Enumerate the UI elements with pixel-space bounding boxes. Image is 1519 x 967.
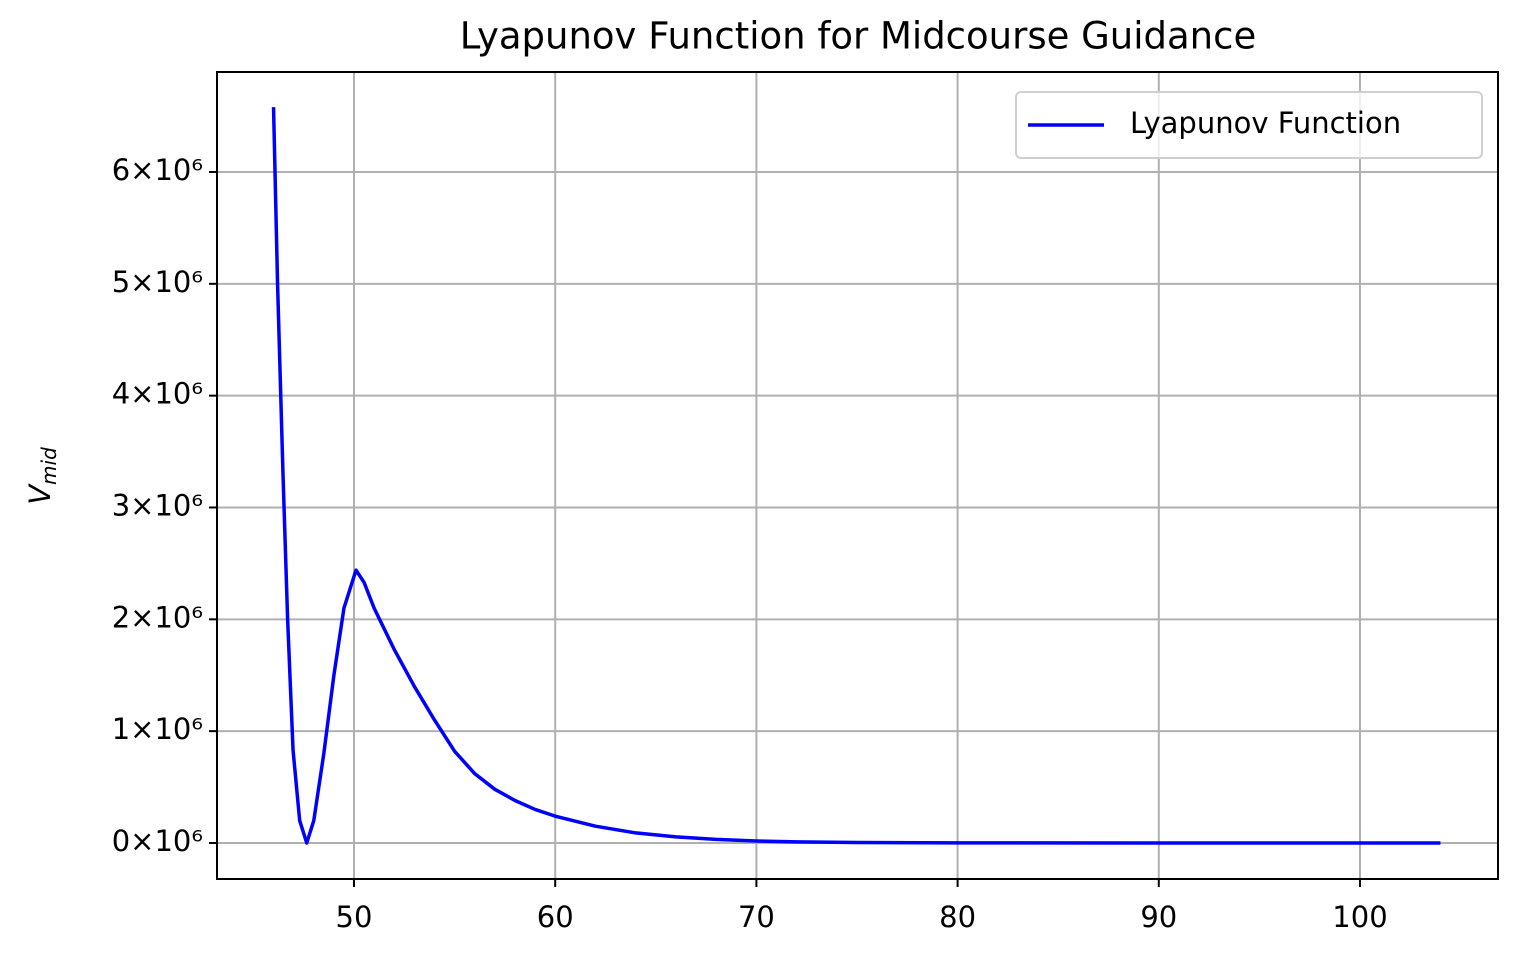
x-tick-label: 80 xyxy=(939,900,976,934)
y-tick-label: 4×10⁶ xyxy=(112,377,203,411)
x-tick-label: 90 xyxy=(1140,900,1177,934)
x-tick-label: 70 xyxy=(738,900,775,934)
legend-label: Lyapunov Function xyxy=(1130,106,1401,140)
plot-frame xyxy=(216,71,1499,880)
y-tick-label: 1×10⁶ xyxy=(112,712,203,746)
y-tick-label: 6×10⁶ xyxy=(112,153,203,187)
chart-title: Lyapunov Function for Midcourse Guidance xyxy=(460,15,1257,58)
line-series xyxy=(271,107,1441,845)
y-tick-label: 0×10⁶ xyxy=(112,824,203,858)
x-tick-label: 60 xyxy=(537,900,574,934)
x-tick-label: 50 xyxy=(336,900,373,934)
y-label-main: V xyxy=(23,483,57,505)
y-label-sub: mid xyxy=(37,447,61,485)
y-tick-label: 3×10⁶ xyxy=(112,488,203,522)
y-tick-label: 2×10⁶ xyxy=(112,600,203,634)
y-axis-label: Vmid xyxy=(23,447,61,505)
y-tick-label: 5×10⁶ xyxy=(112,265,203,299)
legend-box xyxy=(1015,91,1483,159)
x-tick-label: 100 xyxy=(1332,900,1387,934)
